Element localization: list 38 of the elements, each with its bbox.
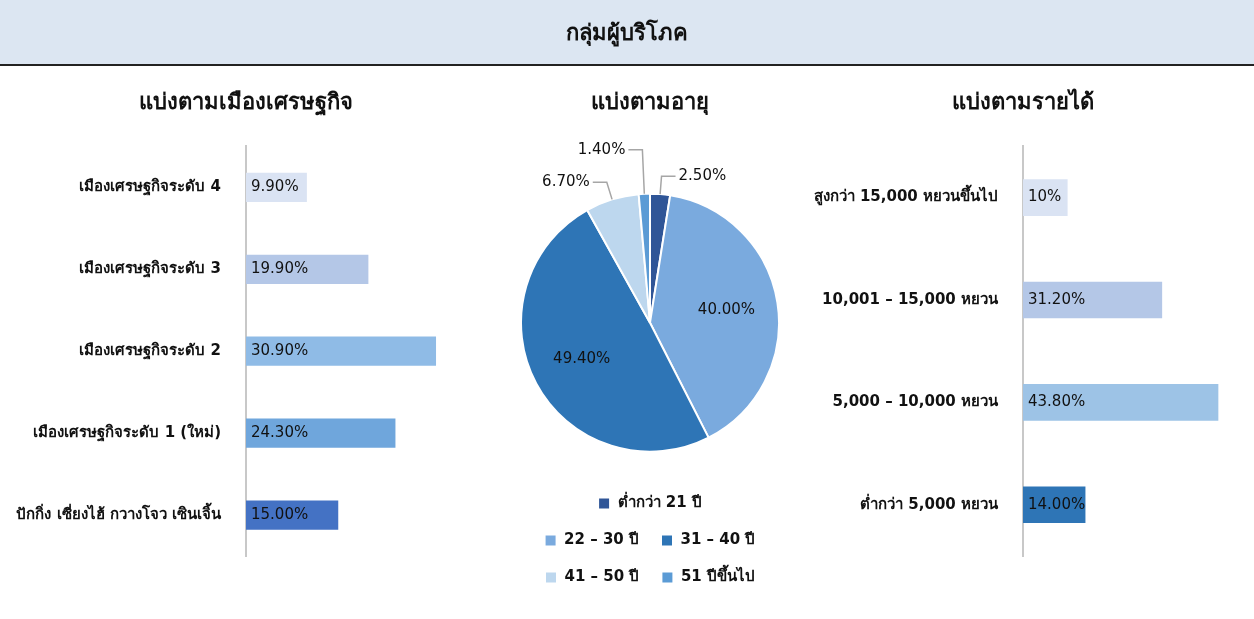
y-tick-label: เมืองเศรษฐกิจระดับ 3 bbox=[79, 259, 221, 279]
data-label: 49.40% bbox=[553, 349, 611, 368]
bar bbox=[246, 418, 396, 448]
y-tick-label: สูงกว่า 15,000 หยวนขึ้นไป bbox=[813, 184, 998, 207]
y-tick-label: เมืองเศรษฐกิจระดับ 2 bbox=[79, 341, 221, 361]
data-label: 2.50% bbox=[678, 166, 727, 185]
legend-label: 51 ปีขึ้นไป bbox=[680, 564, 756, 586]
y-tick-label: 10,001 – 15,000 หยวน bbox=[822, 289, 999, 308]
legend-label: 22 – 30 ปี bbox=[564, 530, 640, 549]
data-label: 31.20% bbox=[1028, 289, 1086, 308]
data-label: 14.00% bbox=[1028, 494, 1086, 513]
data-label: 24.30% bbox=[251, 423, 309, 442]
data-label: 6.70% bbox=[542, 172, 590, 191]
data-label: 10% bbox=[1028, 187, 1062, 206]
bar bbox=[246, 336, 437, 366]
chart-title: แบ่งตามอายุ bbox=[591, 88, 709, 116]
y-tick-label: เมืองเศรษฐกิจระดับ 1 (ใหม่) bbox=[33, 423, 221, 443]
y-tick-label: ปักกิ่ง เซี่ยงไฮ้ กวางโจว เซินเจิ้น bbox=[16, 501, 222, 523]
data-label: 40.00% bbox=[697, 300, 756, 319]
legend-label: ต่ำกว่า 21 ปี bbox=[617, 491, 702, 512]
legend-label: 31 – 40 ปี bbox=[680, 530, 756, 549]
data-label: 9.90% bbox=[251, 177, 299, 196]
legend-label: 41 – 50 ปี bbox=[564, 567, 640, 586]
chart-title: แบ่งตามเมืองเศรษฐกิจ bbox=[139, 88, 353, 116]
y-tick-label: ต่ำกว่า 5,000 หยวน bbox=[860, 492, 999, 513]
data-label: 19.90% bbox=[251, 259, 309, 278]
chart-title: แบ่งตามรายได้ bbox=[952, 87, 1094, 114]
bar bbox=[1023, 281, 1163, 319]
data-label: 30.90% bbox=[251, 341, 309, 360]
bar bbox=[246, 500, 339, 530]
y-tick-label: เมืองเศรษฐกิจระดับ 4 bbox=[79, 177, 221, 197]
data-label: 1.40% bbox=[577, 139, 626, 158]
bar bbox=[1023, 384, 1219, 421]
y-tick-label: 5,000 – 10,000 หยวน bbox=[832, 392, 999, 411]
data-label: 15.00% bbox=[251, 504, 309, 523]
data-label: 43.80% bbox=[1028, 392, 1086, 411]
bar bbox=[1023, 179, 1068, 216]
text: กลุ่มผู้บริโภค bbox=[0, 0, 1254, 66]
